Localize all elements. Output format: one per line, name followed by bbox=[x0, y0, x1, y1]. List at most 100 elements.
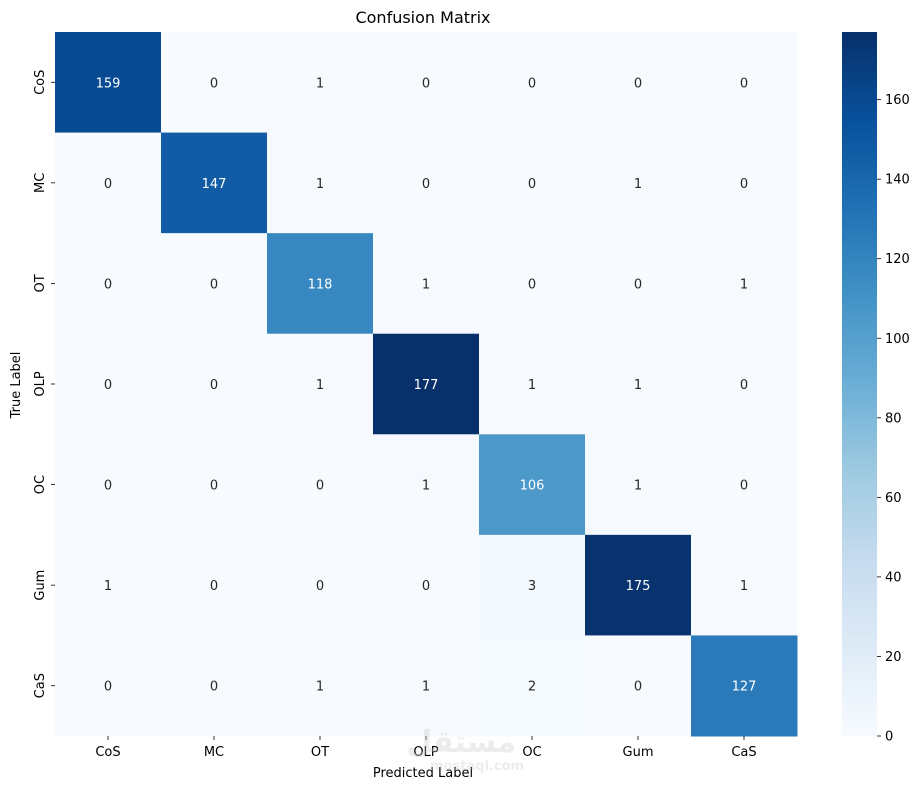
cell-value-label: 0 bbox=[634, 277, 642, 292]
watermark-text: مستقل bbox=[406, 725, 516, 760]
cell-value-label: 1 bbox=[316, 76, 324, 91]
cell-value-label: 0 bbox=[528, 277, 536, 292]
cell-value-label: 0 bbox=[316, 479, 324, 494]
cell-value-label: 1 bbox=[634, 378, 642, 393]
x-tick-label: OT bbox=[311, 745, 329, 760]
heatmap-cell bbox=[267, 132, 374, 234]
colorbar bbox=[842, 32, 877, 736]
colorbar-tick-label: 20 bbox=[885, 650, 902, 665]
heatmap-cell bbox=[585, 233, 692, 335]
watermark-logo: مستقل mostaql.com bbox=[406, 725, 524, 774]
cell-value-label: 1 bbox=[422, 277, 430, 292]
cell-value-label: 0 bbox=[528, 177, 536, 192]
heatmap-cell bbox=[267, 333, 374, 435]
cell-value-label: 0 bbox=[740, 479, 748, 494]
heatmap-cell bbox=[479, 434, 586, 536]
x-tick-label: OLP bbox=[413, 745, 438, 760]
cell-value-label: 0 bbox=[210, 479, 218, 494]
cell-value-label: 127 bbox=[732, 680, 757, 695]
heatmap-cell bbox=[373, 635, 480, 737]
heatmap-cell bbox=[373, 333, 480, 435]
cell-value-label: 0 bbox=[104, 177, 112, 192]
cell-value-label: 177 bbox=[414, 378, 439, 393]
cell-value-label: 118 bbox=[308, 277, 333, 292]
colorbar-tick-label: 80 bbox=[885, 411, 902, 426]
heatmap-cell bbox=[691, 434, 798, 536]
cell-value-label: 1 bbox=[316, 378, 324, 393]
colorbar-tick-label: 160 bbox=[885, 93, 910, 108]
y-tick-label: OC bbox=[33, 475, 48, 494]
heatmap-cell bbox=[55, 635, 162, 737]
cell-value-label: 0 bbox=[210, 277, 218, 292]
heatmap-cell bbox=[585, 434, 692, 536]
x-tick-label: OC bbox=[522, 745, 541, 760]
heatmap-cell bbox=[267, 635, 374, 737]
cell-value-label: 1 bbox=[528, 378, 536, 393]
cell-value-label: 1 bbox=[316, 680, 324, 695]
heatmap-cell bbox=[691, 635, 798, 737]
cell-value-label: 1 bbox=[634, 479, 642, 494]
heatmap-cell bbox=[161, 333, 268, 435]
y-tick-label: OT bbox=[33, 274, 48, 292]
heatmap-cell bbox=[479, 534, 586, 636]
heatmap-cell bbox=[479, 635, 586, 737]
heatmap-cell bbox=[55, 32, 162, 134]
heatmap-cell bbox=[55, 132, 162, 234]
cell-value-label: 0 bbox=[104, 479, 112, 494]
heatmap-cell bbox=[161, 534, 268, 636]
heatmap-cell bbox=[479, 132, 586, 234]
x-tick-label: CoS bbox=[95, 745, 120, 760]
x-axis-label: Predicted Label bbox=[373, 766, 473, 781]
heatmap-cell bbox=[161, 32, 268, 134]
heatmap-cell bbox=[691, 32, 798, 134]
heatmap-cell bbox=[161, 132, 268, 234]
cell-value-label: 0 bbox=[210, 378, 218, 393]
heatmap-cell bbox=[691, 233, 798, 335]
cell-value-label: 0 bbox=[210, 680, 218, 695]
cell-value-label: 147 bbox=[202, 177, 227, 192]
cell-value-label: 1 bbox=[316, 177, 324, 192]
heatmap-cell bbox=[267, 233, 374, 335]
heatmap-cell bbox=[585, 534, 692, 636]
heatmap-cell bbox=[161, 233, 268, 335]
heatmap-cell bbox=[267, 534, 374, 636]
y-tick-label: CaS bbox=[33, 673, 48, 698]
colorbar-tick-label: 120 bbox=[885, 252, 910, 267]
heatmap-cell bbox=[585, 635, 692, 737]
cell-value-label: 175 bbox=[626, 579, 651, 594]
cell-value-label: 0 bbox=[210, 579, 218, 594]
heatmap-cell bbox=[161, 635, 268, 737]
chart-title: Confusion Matrix bbox=[355, 8, 490, 27]
y-tick-label: OLP bbox=[33, 371, 48, 396]
heatmap-cell bbox=[373, 233, 480, 335]
heatmap-cell bbox=[267, 434, 374, 536]
colorbar-tick-label: 0 bbox=[885, 730, 893, 745]
heatmap-cell bbox=[585, 32, 692, 134]
y-tick-label: MC bbox=[33, 173, 48, 193]
cell-value-label: 1 bbox=[422, 479, 430, 494]
cell-value-label: 0 bbox=[316, 579, 324, 594]
heatmap-cell bbox=[479, 333, 586, 435]
cell-value-label: 0 bbox=[422, 76, 430, 91]
heatmap-cell bbox=[55, 534, 162, 636]
heatmap-cell bbox=[373, 534, 480, 636]
heatmap-cell bbox=[55, 233, 162, 335]
colorbar-ticks: 0 20 40 60 80 100 120 140 160 bbox=[877, 93, 910, 745]
heatmap-grid: 159 0 1 0 0 0 0 0 147 1 0 0 1 0 0 0 118 1 0 0 1 0 0 1 177 1 1 0 0 0 0 1… bbox=[55, 32, 798, 737]
heatmap-cell bbox=[267, 32, 374, 134]
heatmap-cell bbox=[691, 534, 798, 636]
x-axis-ticks: CoS MC OT OLP OC Gum CaS bbox=[95, 736, 757, 760]
y-axis-label: True Label bbox=[9, 352, 24, 420]
heatmap-cell bbox=[479, 32, 586, 134]
cell-value-label: 0 bbox=[634, 680, 642, 695]
colorbar-tick-label: 40 bbox=[885, 570, 902, 585]
y-axis-ticks: CoS MC OT OLP OC Gum CaS bbox=[33, 70, 55, 698]
cell-value-label: 0 bbox=[740, 76, 748, 91]
y-tick-label: CoS bbox=[33, 70, 48, 95]
heatmap-cell bbox=[373, 132, 480, 234]
heatmap-cell bbox=[161, 434, 268, 536]
cell-value-label: 0 bbox=[528, 76, 536, 91]
heatmap-cell bbox=[55, 434, 162, 536]
colorbar-tick-label: 100 bbox=[885, 332, 910, 347]
